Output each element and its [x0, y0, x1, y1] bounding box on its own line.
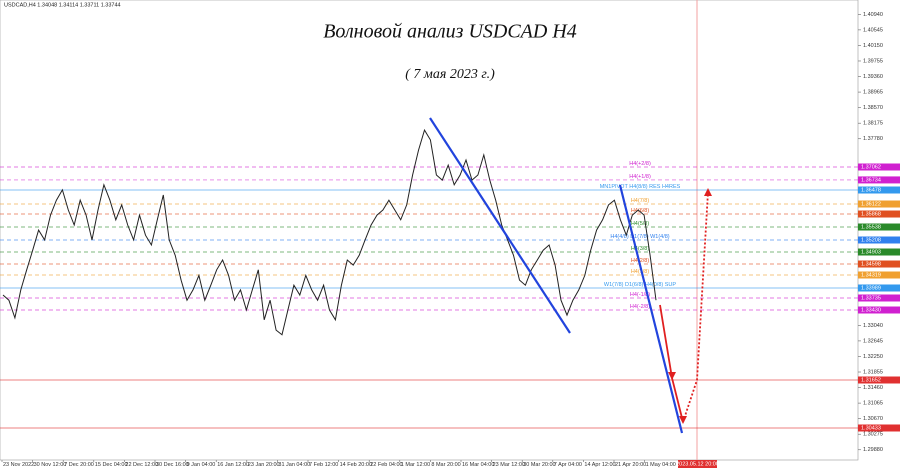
price-box [858, 306, 900, 314]
y-tick-label: 1.32250 [863, 354, 883, 360]
price-box-label: 1.34319 [861, 272, 881, 278]
price-box [858, 176, 900, 184]
price-box-label: 1.33989 [861, 285, 881, 291]
x-tick-label: 22 Feb 04:00 [370, 462, 402, 468]
price-box-label: 1.34903 [861, 249, 881, 255]
price-box-label: 1.36478 [861, 187, 881, 193]
chart-title: Волновой анализ USDCAD H4 [323, 21, 577, 43]
price-box [858, 376, 900, 384]
y-tick-label: 1.38570 [863, 105, 883, 111]
price-box [858, 294, 900, 302]
level-label: H4(+2/8) [629, 161, 651, 167]
price-box-label: 1.35208 [861, 237, 881, 243]
symbol-info: USDCAD,H4 1.34048 1.34114 1.33711 1.3374… [4, 2, 121, 8]
y-tick-label: 1.40940 [863, 12, 883, 18]
price-box-label: 1.31652 [861, 377, 881, 383]
x-tick-label: 15 Dec 04:00 [95, 462, 128, 468]
level-label: H4(5/8) [631, 221, 650, 227]
price-box-label: 1.33430 [861, 307, 881, 313]
price-box-label: 1.33735 [861, 295, 881, 301]
highlight-x-label: 2023.05.12 20:00 [676, 461, 719, 467]
price-box [858, 284, 900, 292]
price-box-label: 1.30433 [861, 425, 881, 431]
price-box-label: 1.37062 [861, 164, 881, 170]
price-box-label: 1.36122 [861, 201, 881, 207]
price-box [858, 236, 900, 244]
x-tick-label: 9 Jan 04:00 [187, 462, 216, 468]
y-tick-label: 1.37780 [863, 136, 883, 142]
x-tick-label: 30 Dec 16:00 [156, 462, 189, 468]
price-box [858, 210, 900, 218]
x-tick-label: 14 Apr 12:00 [584, 462, 615, 468]
x-tick-label: 7 Dec 20:00 [64, 462, 94, 468]
price-box-label: 1.35538 [861, 224, 881, 230]
y-tick-label: 1.38175 [863, 121, 883, 127]
x-tick-label: 22 Dec 12:00 [125, 462, 158, 468]
level-label: H4(-1/8) [630, 292, 650, 298]
forecast-path [682, 191, 709, 423]
y-tick-label: 1.32645 [863, 338, 883, 344]
level-label: H4(4/8) D1(7/8) W1(4/8) [610, 234, 669, 240]
y-tick-label: 1.31855 [863, 369, 883, 375]
axes: 1.29880 1.30275 1.30670 1.31065 1.31460 1.318… [1, 12, 883, 468]
level-label: H4(-2/8) [630, 304, 650, 310]
price-box [858, 424, 900, 432]
x-tick-label: 23 Jan 20:00 [248, 462, 280, 468]
x-tick-label: 14 Feb 20:00 [340, 462, 372, 468]
x-tick-label: 16 Mar 04:00 [462, 462, 494, 468]
y-tick-label: 1.31460 [863, 385, 883, 391]
arrow [668, 372, 676, 380]
price-box [858, 260, 900, 268]
price-line [2, 128, 657, 336]
level-label: H4(7/8) [631, 198, 650, 204]
y-tick-label: 1.38965 [863, 90, 883, 96]
plot-area [0, 0, 859, 461]
level-label: MN1PIVOT H4(8/8) RES H4RES [600, 184, 681, 190]
price-box [858, 186, 900, 194]
y-tick-label: 1.31065 [863, 401, 883, 407]
x-tick-label: 7 Feb 12:00 [309, 462, 338, 468]
price [2, 128, 657, 336]
wave-line [429, 117, 571, 334]
price-box [858, 163, 900, 171]
price-box [858, 223, 900, 231]
x-tick-label: 31 Jan 04:00 [278, 462, 310, 468]
level-label: H4(+1/8) [629, 174, 651, 180]
x-tick-label: 7 Apr 04:00 [554, 462, 582, 468]
y-tick-label: 1.39360 [863, 74, 883, 80]
price-box-label: 1.35868 [861, 211, 881, 217]
price-box [858, 200, 900, 208]
x-tick-label: 1 Mar 12:00 [401, 462, 430, 468]
chart-subtitle: ( 7 мая 2023 г.) [405, 67, 495, 82]
y-tick-label: 1.33040 [863, 323, 883, 329]
level-label: W1(7/8) D1(6/8) H4(0/8) SUP [604, 282, 676, 288]
x-tick-label: 30 Nov 12:00 [34, 462, 67, 468]
y-tick-label: 1.40545 [863, 27, 883, 33]
level-label: H4(3/8) [631, 246, 650, 252]
x-tick-label: 8 Mar 20:00 [431, 462, 460, 468]
y-tick-label: 1.40150 [863, 43, 883, 49]
level-label: H4(1/8) [631, 269, 650, 275]
price-box [858, 248, 900, 256]
price-box [858, 271, 900, 279]
y-tick-label: 1.30275 [863, 432, 883, 438]
wave-line [618, 184, 684, 434]
x-tick-label: 23 Nov 2022 [3, 462, 34, 468]
price-box-label: 1.34598 [861, 261, 881, 267]
x-tick-label: 1 May 04:00 [646, 462, 676, 468]
highlight-box [678, 460, 717, 468]
wave-annotations [429, 117, 712, 434]
y-tick-label: 1.29880 [863, 447, 883, 453]
price-box-label: 1.36734 [861, 177, 881, 183]
x-tick-label: 30 Mar 20:00 [523, 462, 555, 468]
x-tick-label: 23 Mar 12:00 [493, 462, 525, 468]
x-tick-label: 21 Apr 20:00 [615, 462, 646, 468]
arrow [704, 188, 712, 196]
arrow [679, 416, 687, 424]
y-tick-label: 1.39755 [863, 58, 883, 64]
y-tick-label: 1.30670 [863, 416, 883, 422]
x-tick-label: 16 Jan 12:00 [217, 462, 249, 468]
